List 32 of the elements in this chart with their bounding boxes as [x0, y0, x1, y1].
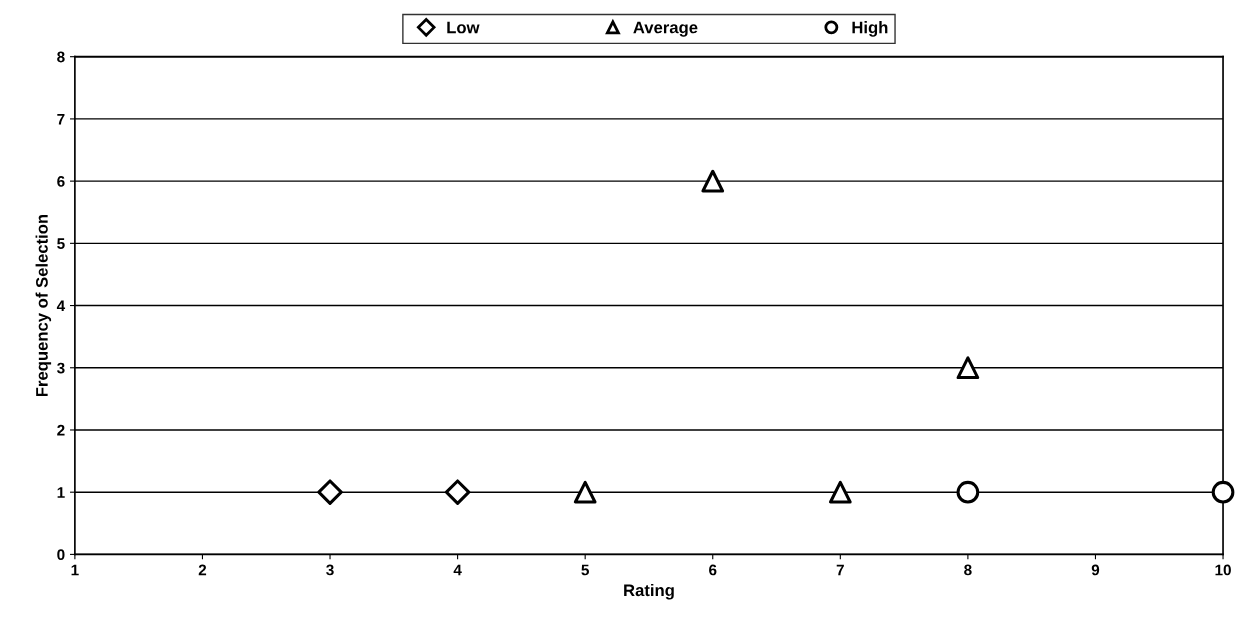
- x-tick-label: 8: [964, 564, 972, 576]
- legend-label: High: [852, 21, 888, 37]
- x-tick-label: 7: [836, 564, 844, 576]
- y-tick-label: 4: [56, 300, 66, 312]
- point: [701, 169, 725, 193]
- point: [317, 479, 343, 505]
- x-tick-label: 3: [326, 564, 334, 576]
- point: [828, 480, 852, 504]
- y-axis-title: Frequency of Selection: [35, 214, 52, 397]
- y-tick-label: 1: [57, 487, 65, 498]
- point: [573, 480, 597, 504]
- point: [444, 479, 471, 505]
- x-tick-label: 6: [709, 564, 717, 576]
- x-tick-label: 1: [71, 564, 79, 576]
- y-tick-label: 3: [57, 362, 65, 374]
- point: [956, 356, 980, 380]
- x-tick-label: 5: [581, 564, 589, 576]
- y-tick-label: 7: [57, 113, 65, 125]
- legend-label: Low: [447, 21, 480, 34]
- y-tick-label: 8: [57, 51, 65, 63]
- x-axis-title: Rating: [624, 583, 674, 600]
- y-tick-label: 5: [57, 238, 65, 250]
- x-tick-label: 4: [453, 564, 462, 576]
- x-tick-label: 10: [1215, 564, 1231, 576]
- point: [1211, 480, 1235, 504]
- y-tick-label: 6: [57, 175, 65, 187]
- y-tick-label: 0: [57, 549, 65, 561]
- x-tick-label: 2: [198, 564, 207, 576]
- y-tick-label: 2: [57, 424, 65, 436]
- x-tick-label: 9: [1091, 564, 1100, 576]
- legend-label: Average: [633, 21, 698, 37]
- point: [956, 480, 980, 504]
